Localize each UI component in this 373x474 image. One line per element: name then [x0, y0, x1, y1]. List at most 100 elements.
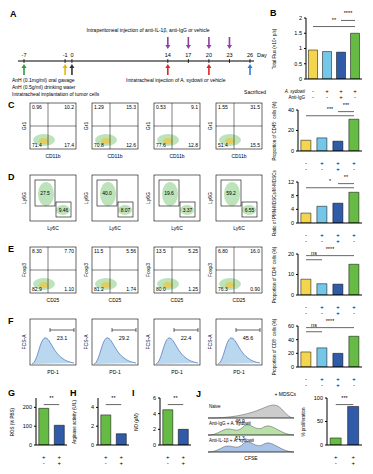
- svg-text:0: 0: [291, 148, 294, 154]
- svg-text:5.25: 5.25: [188, 248, 198, 254]
- svg-text:CD11b: CD11b: [231, 153, 246, 159]
- svg-text:***: ***: [341, 395, 348, 401]
- svg-text:82.9: 82.9: [32, 286, 42, 292]
- svg-text:PD-1: PD-1: [233, 369, 245, 375]
- svg-text:1.5: 1.5: [294, 30, 302, 36]
- svg-text:45.6: 45.6: [243, 335, 254, 341]
- svg-text:Gr1: Gr1: [83, 122, 89, 131]
- svg-text:10: 10: [288, 271, 294, 277]
- svg-text:80.0: 80.0: [156, 286, 166, 292]
- svg-text:1.55: 1.55: [218, 104, 228, 110]
- svg-text:ns: ns: [311, 322, 317, 328]
- svg-text:0.96: 0.96: [32, 104, 42, 110]
- svg-text:**: **: [344, 174, 349, 180]
- svg-text:+ MDSCs: + MDSCs: [274, 391, 296, 397]
- svg-text:8.07: 8.07: [121, 207, 131, 213]
- svg-text:0: 0: [70, 52, 73, 58]
- svg-text:19.6: 19.6: [164, 190, 174, 196]
- svg-text:0: 0: [291, 364, 294, 370]
- svg-text:0.90: 0.90: [250, 286, 260, 292]
- svg-text:Gr1: Gr1: [207, 122, 213, 131]
- svg-text:2: 2: [153, 426, 156, 432]
- svg-text:Ly6C: Ly6C: [47, 225, 59, 231]
- svg-text:20: 20: [206, 52, 212, 58]
- svg-text:23: 23: [226, 52, 232, 58]
- svg-text:*: *: [329, 178, 332, 184]
- svg-text:Ly6G: Ly6G: [207, 192, 213, 204]
- svg-text:15.5: 15.5: [250, 142, 260, 148]
- svg-text:0: 0: [29, 442, 32, 448]
- svg-text:15.3: 15.3: [126, 104, 136, 110]
- svg-text:CD11b: CD11b: [107, 153, 122, 159]
- svg-text:-: -: [43, 460, 45, 466]
- svg-text:Anti-IL-1β + A. sydowii: Anti-IL-1β + A. sydowii: [209, 438, 254, 443]
- svg-text:40: 40: [288, 107, 294, 113]
- svg-text:Ly6C: Ly6C: [233, 225, 245, 231]
- svg-text:****: ****: [326, 318, 335, 324]
- svg-text:0: 0: [153, 442, 156, 448]
- svg-text:FCS-A: FCS-A: [145, 334, 151, 350]
- svg-text:16.0: 16.0: [250, 248, 260, 254]
- svg-text:14: 14: [165, 52, 171, 58]
- svg-text:1: 1: [299, 45, 302, 51]
- svg-text:51.3: 51.3: [235, 435, 245, 441]
- svg-text:**: **: [49, 395, 54, 401]
- svg-text:20: 20: [288, 127, 294, 133]
- svg-text:20: 20: [288, 251, 294, 257]
- svg-text:ns: ns: [311, 250, 317, 256]
- svg-text:27.5: 27.5: [40, 190, 50, 196]
- svg-text:100: 100: [23, 423, 32, 429]
- svg-text:0.53: 0.53: [156, 104, 166, 110]
- svg-text:***: ***: [327, 106, 334, 112]
- svg-text:A. sydowii: A. sydowii: [284, 89, 306, 94]
- svg-text:17: 17: [185, 52, 191, 58]
- svg-text:100: 100: [314, 395, 323, 401]
- svg-text:***: ***: [343, 102, 350, 108]
- svg-text:Ly6G: Ly6G: [83, 192, 89, 204]
- svg-text:AnH (0.5g/ml) drinking water: AnH (0.5g/ml) drinking water: [12, 84, 76, 90]
- svg-text:****: ****: [326, 246, 335, 252]
- svg-text:9.1: 9.1: [191, 104, 198, 110]
- svg-text:+: +: [57, 460, 61, 466]
- svg-text:0.5: 0.5: [294, 61, 302, 67]
- svg-text:FCS-A: FCS-A: [21, 334, 27, 350]
- svg-text:60: 60: [288, 323, 294, 329]
- svg-text:11.5: 11.5: [94, 248, 104, 254]
- svg-text:Day: Day: [257, 52, 267, 58]
- svg-text:AnH (0.1mg/ml) oral gavage: AnH (0.1mg/ml) oral gavage: [12, 77, 75, 83]
- svg-text:70.8: 70.8: [94, 142, 104, 148]
- svg-text:0: 0: [91, 442, 94, 448]
- svg-text:40.0: 40.0: [102, 190, 112, 196]
- svg-text:CD11b: CD11b: [45, 153, 60, 159]
- svg-text:1.29: 1.29: [94, 104, 104, 110]
- svg-text:4: 4: [291, 206, 294, 212]
- svg-text:40: 40: [288, 337, 294, 343]
- svg-text:CD25: CD25: [109, 297, 122, 303]
- svg-text:59.2: 59.2: [226, 190, 236, 196]
- svg-text:31.5: 31.5: [250, 104, 260, 110]
- svg-text:Foxp3: Foxp3: [83, 263, 89, 277]
- svg-text:Anti-IgG: Anti-IgG: [288, 95, 305, 100]
- svg-text:+: +: [119, 460, 123, 466]
- svg-text:Naive: Naive: [209, 404, 221, 409]
- svg-text:2: 2: [91, 423, 94, 429]
- svg-text:Intratracheal injection of A.: Intratracheal injection of A. sydowii or…: [126, 77, 226, 83]
- svg-text:5.56: 5.56: [126, 248, 136, 254]
- svg-text:Foxp3: Foxp3: [145, 263, 151, 277]
- svg-text:7.70: 7.70: [64, 248, 74, 254]
- svg-text:13.5: 13.5: [156, 248, 166, 254]
- svg-text:6.80: 6.80: [218, 248, 228, 254]
- svg-text:8.30: 8.30: [32, 248, 42, 254]
- svg-text:77.6: 77.6: [156, 142, 166, 148]
- svg-text:PD-1: PD-1: [47, 369, 59, 375]
- svg-text:1.25: 1.25: [188, 286, 198, 292]
- svg-text:CD25: CD25: [233, 297, 246, 303]
- svg-text:4: 4: [153, 411, 156, 417]
- svg-text:10.2: 10.2: [64, 104, 74, 110]
- svg-text:22.4: 22.4: [181, 335, 192, 341]
- svg-text:4: 4: [91, 404, 94, 410]
- svg-text:Ly6G: Ly6G: [21, 192, 27, 204]
- svg-text:12: 12: [288, 179, 294, 185]
- svg-text:76.3: 76.3: [218, 286, 228, 292]
- svg-text:Ly6G: Ly6G: [145, 192, 151, 204]
